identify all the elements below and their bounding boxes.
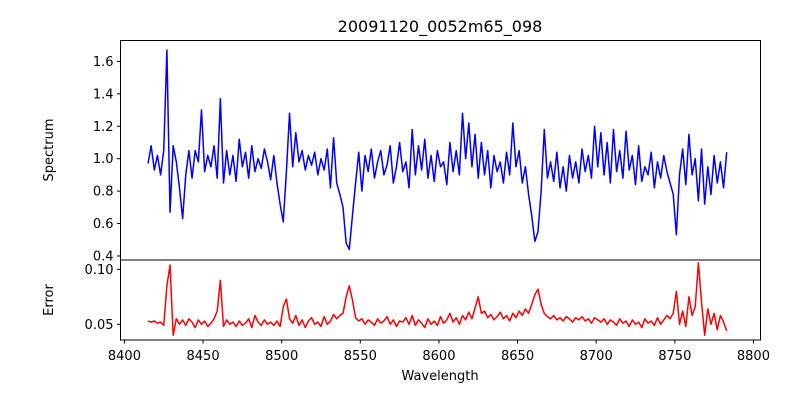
x-tick-label: 8550 — [344, 349, 377, 364]
y-tick-label: 0.05 — [85, 318, 114, 333]
spectrum-line — [147, 49, 728, 251]
error-axes-frame — [120, 259, 761, 341]
y-tick-label: 0.10 — [85, 263, 114, 278]
x-axis-label: Wavelength — [401, 369, 478, 384]
error-line — [147, 262, 728, 337]
x-tick-label: 8400 — [108, 349, 141, 364]
x-tick-label: 8700 — [580, 349, 613, 364]
x-tick-label: 8600 — [422, 349, 455, 364]
y-tick-label: 1.0 — [93, 152, 114, 167]
y-tick-label: 1.2 — [93, 120, 114, 135]
spectrum-panel: 0.4 0.6 0.8 1.0 1.2 1.4 1.6 — [93, 49, 728, 264]
x-tick-label: 8750 — [658, 349, 691, 364]
chart-title: 20091120_0052m65_098 — [338, 17, 543, 37]
y-tick-label: 1.4 — [93, 87, 114, 102]
error-ylabel: Error — [42, 284, 57, 316]
y-tick-label: 1.6 — [93, 55, 114, 70]
x-tick-label: 8800 — [737, 349, 770, 364]
x-tick-label: 8450 — [187, 349, 220, 364]
y-tick-label: 0.6 — [93, 217, 114, 232]
x-tick-label: 8500 — [265, 349, 298, 364]
spectrum-ylabel: Spectrum — [42, 119, 57, 182]
spectrum-axes-frame — [120, 40, 761, 261]
y-tick-label: 0.8 — [93, 185, 114, 200]
error-panel: 0.05 0.10 8400 8450 8500 8550 8600 8650 8700 8750… — [85, 262, 770, 364]
y-tick-label: 0.4 — [93, 249, 114, 264]
x-tick-label: 8650 — [501, 349, 534, 364]
